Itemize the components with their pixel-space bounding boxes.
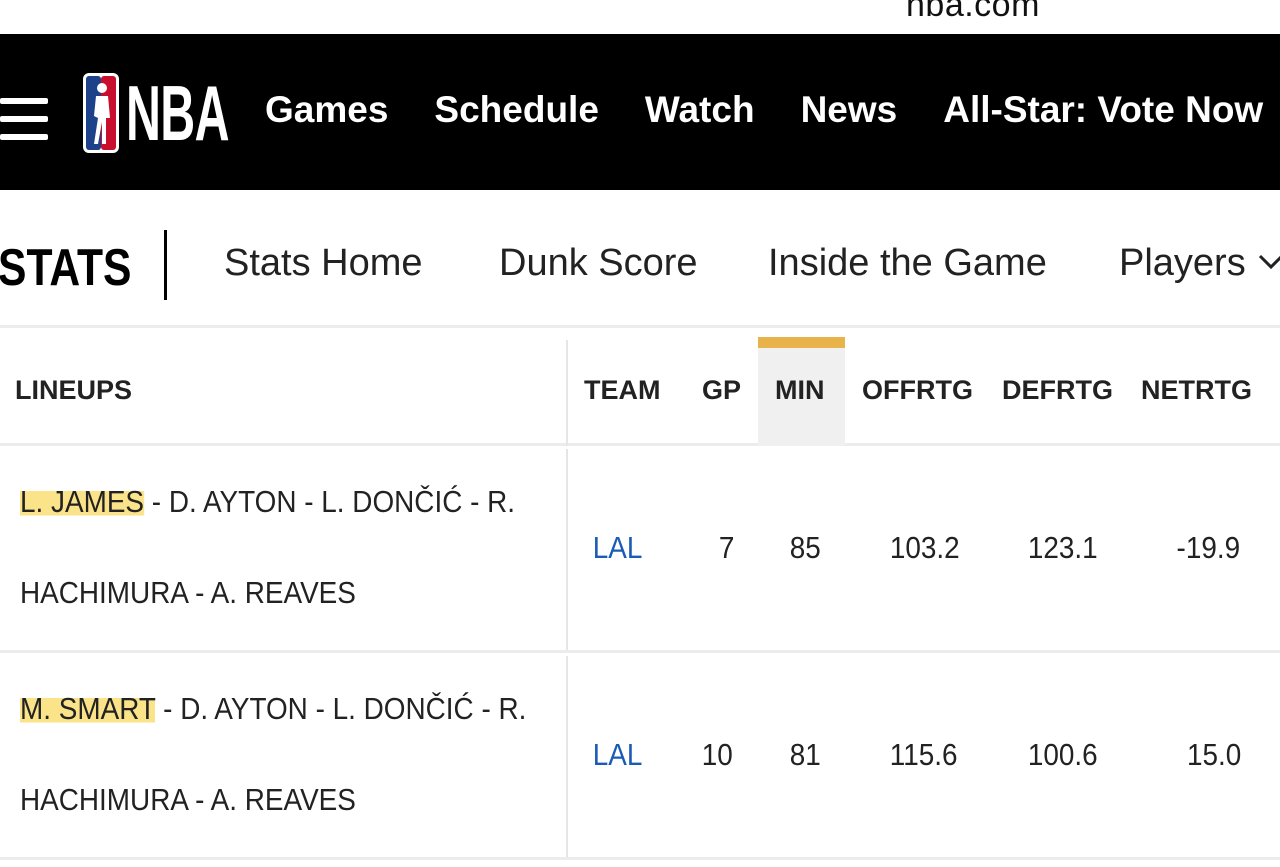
defrtg-value: 100.6 [1027,737,1098,772]
stats-subnav: STATS Stats Home Dunk Score Inside the G… [0,190,1280,328]
nav-schedule[interactable]: Schedule [434,89,599,130]
lineup-players-line1[interactable]: L. JAMES - D. AYTON - L. DONČIĆ - R. [20,484,515,520]
header-offrtg[interactable]: OFFRTG [862,375,973,405]
min-value: 81 [789,737,821,772]
nav-watch[interactable]: Watch [644,89,755,130]
nav-news[interactable]: News [800,89,898,130]
min-value: 85 [789,530,821,565]
sorted-column-shade [758,348,845,446]
lineups-table: LINEUPS TEAM GP MIN OFFRTG DEFRTG NETRTG… [0,330,1280,867]
nba-logo-text: NBA [126,69,230,157]
lineup-players-line2[interactable]: HACHIMURA - A. REAVES [20,575,356,610]
subnav-stats-home[interactable]: Stats Home [224,242,423,284]
nba-logo-icon [83,73,119,153]
lineup-rest: - D. AYTON - L. DONČIĆ - R. [144,484,516,519]
chevron-down-icon[interactable] [1258,252,1280,272]
subnav-divider [164,230,167,300]
netrtg-value: -19.9 [1176,530,1241,565]
header-netrtg[interactable]: NETRTG [1141,375,1252,405]
header-team[interactable]: TEAM [584,375,661,405]
offrtg-value: 115.6 [889,737,958,772]
offrtg-value: 103.2 [889,530,960,565]
top-navigation: NBA Games Schedule Watch News All-Star: … [0,34,1280,190]
sort-indicator [758,337,845,348]
team-link[interactable]: LAL [592,737,643,772]
header-gp[interactable]: GP [702,375,742,405]
hamburger-menu-icon[interactable] [0,98,48,142]
nav-all-star-vote[interactable]: All-Star: Vote Now [943,89,1264,130]
column-divider [566,449,568,650]
column-divider [566,656,568,857]
url-text: nba.com [906,0,1040,24]
table-header: LINEUPS TEAM GP MIN OFFRTG DEFRTG NETRTG [0,330,1280,446]
column-divider [566,340,568,446]
main-nav-links: Games Schedule Watch News All-Star: Vote… [265,88,1280,132]
header-defrtg[interactable]: DEFRTG [1002,375,1113,405]
subnav-players[interactable]: Players [1119,242,1246,284]
lineup-rest: - D. AYTON - L. DONČIĆ - R. [155,691,527,726]
nba-logo[interactable]: NBA [82,72,230,154]
lineup-players-line1[interactable]: M. SMART - D. AYTON - L. DONČIĆ - R. [20,691,526,727]
netrtg-value: 15.0 [1187,737,1242,772]
lineup-players-line2[interactable]: HACHIMURA - A. REAVES [20,782,356,817]
stats-title[interactable]: STATS [0,239,132,297]
header-lineups[interactable]: LINEUPS [15,375,133,405]
highlighted-player[interactable]: M. SMART [20,691,156,726]
subnav-dunk-score[interactable]: Dunk Score [499,242,698,284]
nav-games[interactable]: Games [265,89,389,130]
table-row: M. SMART - D. AYTON - L. DONČIĆ - R. HAC… [0,656,1280,860]
team-link[interactable]: LAL [592,530,643,565]
gp-value: 10 [701,737,733,772]
header-min[interactable]: MIN [775,375,825,405]
subnav-inside-the-game[interactable]: Inside the Game [768,242,1047,284]
url-bar[interactable]: nba.com [0,0,1280,34]
gp-value: 7 [718,530,735,565]
table-row: L. JAMES - D. AYTON - L. DONČIĆ - R. HAC… [0,449,1280,653]
defrtg-value: 123.1 [1027,530,1098,565]
highlighted-player[interactable]: L. JAMES [20,484,145,519]
